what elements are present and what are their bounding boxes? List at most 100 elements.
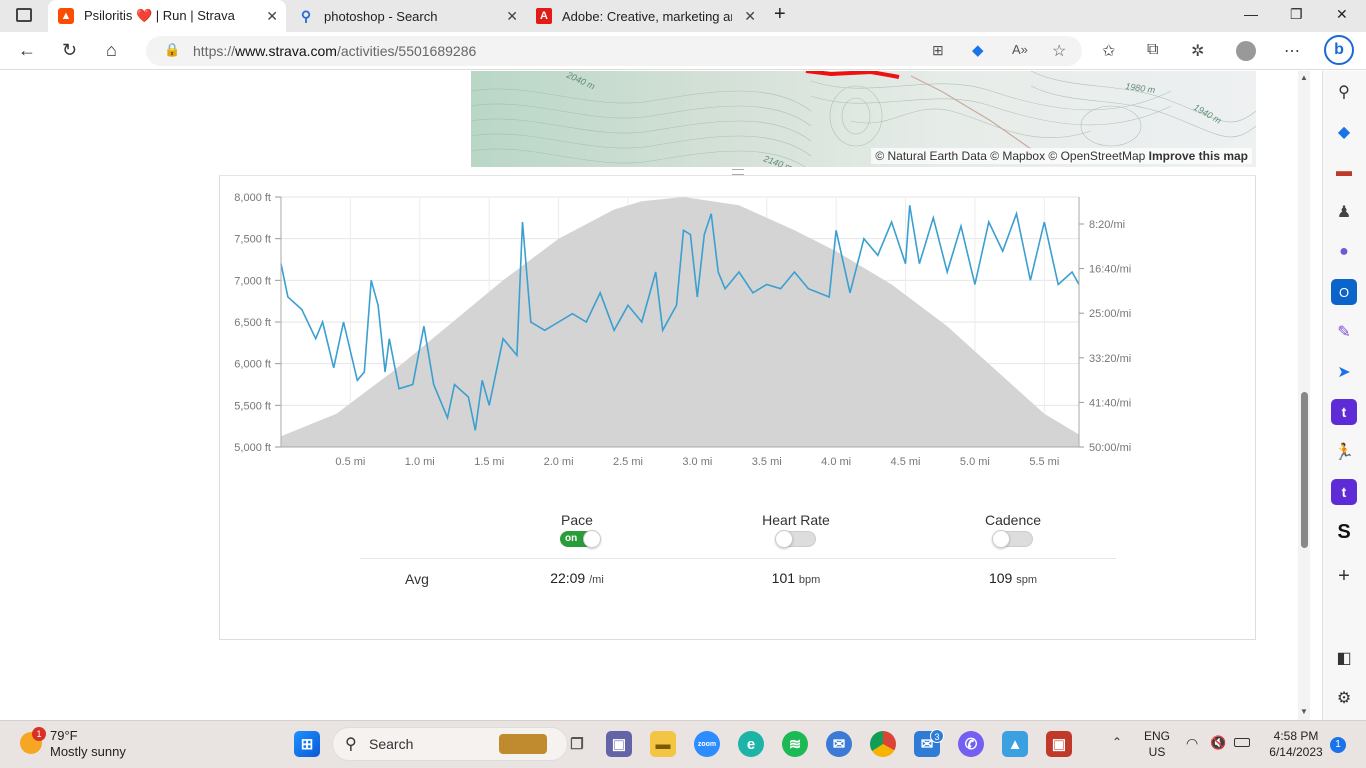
microsoft365-icon[interactable]: ● (1339, 243, 1349, 260)
shopping-icon[interactable]: ◆ (1337, 124, 1351, 141)
avg-cadence-value: 109 (988, 570, 1013, 586)
wifi-icon[interactable]: ◠ (1186, 735, 1199, 751)
profile-avatar-icon[interactable] (1236, 41, 1256, 61)
strava-icon: ▲ (58, 8, 74, 24)
bing-icon[interactable]: b (1324, 35, 1354, 65)
weather-temp: 79°F (50, 728, 78, 743)
teams-icon[interactable]: ▣ (606, 731, 632, 757)
search-icon: ⚲ (345, 736, 357, 753)
taskbar-search[interactable]: ⚲ Search (332, 727, 568, 761)
cadence-toggle[interactable] (992, 530, 1033, 548)
close-tab-icon[interactable]: ✕ (744, 8, 756, 24)
x-tick-label: 4.5 mi (891, 456, 921, 468)
extensions-icon[interactable]: ✲ (1191, 43, 1205, 60)
battery-icon[interactable] (1234, 738, 1250, 747)
y-left-tick-label: 5,000 ft (234, 442, 271, 454)
weather-badge: 1 (32, 727, 46, 741)
avg-cadence: 109 spm (938, 570, 1088, 586)
volume-muted-icon[interactable]: 🔇 (1210, 735, 1227, 750)
send-icon[interactable]: ➤ (1337, 364, 1351, 381)
tools-icon[interactable]: ▬ (1336, 163, 1352, 180)
spotify-icon[interactable]: ≋ (782, 731, 808, 757)
viber-icon[interactable]: ✆ (958, 731, 984, 757)
minimize-button[interactable]: — (1244, 6, 1258, 22)
restore-button[interactable]: ❐ (1290, 6, 1303, 22)
app-icon[interactable]: ▣ (1046, 731, 1072, 757)
pace-toggle[interactable]: on (560, 530, 601, 548)
collections-icon[interactable]: ⧉ (1147, 41, 1159, 58)
y-right-tick-label: 50:00/mi (1089, 442, 1131, 454)
thunderbird-icon[interactable]: ✉ (826, 731, 852, 757)
read-aloud-icon[interactable]: A» (1012, 42, 1028, 57)
windows-start-icon[interactable]: ⊞ (294, 731, 320, 757)
chrome-icon[interactable] (870, 731, 896, 757)
tab-photoshop-search[interactable]: ⚲ photoshop - Search ✕ (290, 0, 526, 32)
lang-secondary: US (1148, 745, 1166, 759)
zoom-icon[interactable]: zoom (694, 731, 720, 757)
clock-date: 6/14/2023 (1269, 745, 1323, 759)
tumblr-icon[interactable]: t (1331, 479, 1357, 505)
search-icon[interactable]: ⚲ (1338, 84, 1350, 101)
file-explorer-icon[interactable]: ▬ (650, 731, 676, 757)
close-tab-icon[interactable]: ✕ (506, 8, 518, 24)
favorites-icon[interactable]: ✩ (1102, 43, 1116, 60)
resize-handle[interactable] (732, 169, 744, 175)
search-icon: ⚲ (300, 7, 312, 24)
settings-gear-icon[interactable]: ⚙ (1336, 690, 1352, 707)
outlook-icon[interactable]: O (1331, 279, 1357, 305)
games-icon[interactable]: ♟ (1336, 204, 1352, 221)
heart-rate-toggle-label: Heart Rate (762, 512, 830, 528)
language-indicator[interactable]: ENG US (1140, 728, 1174, 760)
improve-map-link[interactable]: Improve this map (1148, 149, 1248, 163)
y-right-tick-label: 33:20/mi (1089, 353, 1131, 365)
notification-badge[interactable]: 1 (1330, 737, 1346, 753)
edge-icon[interactable]: e (738, 731, 764, 757)
activity-map[interactable]: 2140 m 1980 m 1940 m 2040 m © Natural Ea… (471, 71, 1256, 167)
x-tick-label: 2.5 mi (613, 456, 643, 468)
tab-adobe[interactable]: A Adobe: Creative, marketing and d ✕ (528, 0, 764, 32)
s-app-icon[interactable]: S (1337, 520, 1351, 543)
new-tab-button[interactable]: + (774, 3, 786, 25)
y-right-tick-label: 8:20/mi (1089, 219, 1125, 231)
back-icon[interactable]: ← (18, 40, 36, 60)
heart-rate-toggle[interactable] (775, 530, 816, 548)
address-input[interactable]: 🔒 https://www.strava.com/activities/5501… (146, 36, 1082, 66)
add-sidebar-icon[interactable]: + (1338, 564, 1350, 587)
tab-strava[interactable]: ▲ Psiloritis ❤️ | Run | Strava ✕ (48, 0, 286, 32)
tumblr-icon[interactable]: t (1331, 399, 1357, 425)
chart-axes: 8,000 ft 7,500 ft 7,000 ft 6,500 ft 6,000 ft… (234, 192, 1131, 468)
photos-icon[interactable]: ▲ (1002, 731, 1028, 757)
tab-actions-icon[interactable] (16, 8, 32, 22)
task-view-icon[interactable]: ❐ (570, 736, 584, 753)
y-left-tick-label: 5,500 ft (234, 400, 271, 412)
refresh-icon[interactable]: ↻ (62, 40, 78, 60)
sidebar-layout-icon[interactable]: ◧ (1336, 650, 1352, 667)
mail-badge: 3 (930, 729, 944, 743)
x-tick-label: 1.0 mi (405, 456, 435, 468)
app-available-icon[interactable]: ⊞ (932, 42, 944, 58)
runner-icon[interactable]: 🏃 (1334, 444, 1354, 461)
tray-chevron-icon[interactable]: ⌃ (1112, 735, 1123, 749)
contour-label: 1980 m (1125, 81, 1157, 95)
system-clock[interactable]: 4:58 PM 6/14/2023 (1262, 728, 1330, 760)
scroll-up-icon[interactable]: ▲ (1300, 73, 1308, 82)
close-window-button[interactable]: ✕ (1336, 6, 1348, 22)
close-tab-icon[interactable]: ✕ (266, 8, 278, 24)
avg-pace-unit: /mi (589, 574, 604, 586)
elevation-area (281, 197, 1079, 447)
elevation-pace-chart[interactable]: 8,000 ft 7,500 ft 7,000 ft 6,500 ft 6,000 ft… (219, 181, 1256, 481)
weather-widget[interactable]: 79°F Mostly sunny (50, 728, 126, 760)
scroll-down-icon[interactable]: ▼ (1300, 707, 1308, 716)
favorite-star-icon[interactable]: ☆ (1052, 43, 1067, 60)
pace-line (280, 205, 1080, 431)
x-tick-label: 0.5 mi (335, 456, 365, 468)
home-icon[interactable]: ⌂ (106, 40, 117, 60)
adobe-icon: A (536, 8, 552, 24)
more-menu-icon[interactable]: ⋯ (1284, 43, 1300, 60)
x-tick-label: 2.0 mi (544, 456, 574, 468)
coupon-tag-icon[interactable]: ◆ (972, 42, 984, 59)
designer-icon[interactable]: ✎ (1337, 324, 1351, 341)
scrollbar-thumb[interactable] (1301, 392, 1308, 548)
x-tick-label: 4.0 mi (821, 456, 851, 468)
page-scrollbar[interactable]: ▲ ▼ (1298, 71, 1310, 720)
